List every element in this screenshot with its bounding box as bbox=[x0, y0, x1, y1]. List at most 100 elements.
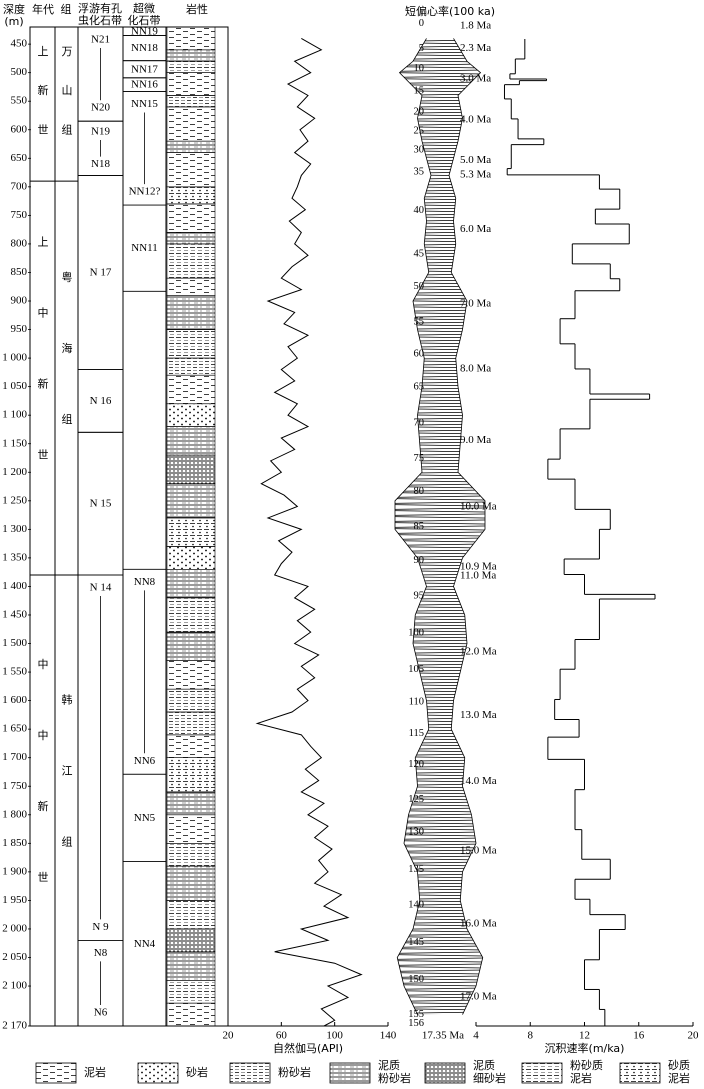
zone-label: 韩江组 bbox=[60, 693, 73, 907]
header: 深度 bbox=[3, 2, 25, 16]
lithology-layer bbox=[166, 26, 216, 51]
axis-label: 17.35 Ma bbox=[422, 1030, 464, 1042]
age-label: 10.9 Ma bbox=[460, 561, 497, 573]
age-label: 6.0 Ma bbox=[460, 223, 491, 235]
age-label: 16.0 Ma bbox=[460, 917, 497, 929]
header: (m) bbox=[4, 15, 23, 28]
cycle-label: 45 bbox=[414, 249, 425, 260]
cycle-label: 85 bbox=[414, 521, 425, 532]
zone-label: 上中新世 bbox=[36, 236, 49, 520]
lithology-layer bbox=[166, 734, 216, 758]
zone-label: N 14 bbox=[90, 582, 112, 594]
zone-label: N 9 bbox=[92, 921, 109, 933]
cycle-label: 156 bbox=[408, 1018, 424, 1029]
y-tick-label: 2 000 bbox=[2, 922, 27, 934]
cycle-label: 115 bbox=[409, 728, 424, 739]
legend-swatch bbox=[424, 1062, 466, 1084]
cycle-label: 150 bbox=[408, 974, 424, 985]
x-tick-label: 16 bbox=[633, 1030, 645, 1042]
lithology-layer bbox=[166, 49, 216, 62]
legend-swatch bbox=[35, 1062, 77, 1084]
x-axis-label: 自然伽马(API) bbox=[273, 1041, 343, 1055]
cycle-label: 90 bbox=[414, 555, 425, 566]
age-label: 8.0 Ma bbox=[460, 362, 491, 374]
legend-label: 粉砂岩 bbox=[378, 1071, 411, 1085]
legend-swatch bbox=[521, 1062, 563, 1084]
x-tick-label: 60 bbox=[276, 1030, 288, 1042]
age-label: 9.0 Ma bbox=[460, 434, 491, 446]
x-tick-label: 100 bbox=[326, 1030, 343, 1042]
cycle-label: 110 bbox=[409, 697, 424, 708]
zone-label: N19 bbox=[91, 126, 110, 138]
legend-swatch bbox=[619, 1062, 661, 1084]
y-tick-label: 1 450 bbox=[2, 609, 27, 621]
cycle-label: 105 bbox=[408, 664, 424, 675]
y-tick-label: 1 400 bbox=[2, 580, 27, 592]
y-tick-label: 1 150 bbox=[2, 437, 27, 449]
y-tick-label: 2 170 bbox=[2, 1020, 27, 1032]
header: 化石带 bbox=[128, 13, 161, 27]
zone-label: N8 bbox=[94, 947, 108, 959]
zone-label: N 15 bbox=[90, 498, 112, 510]
y-tick-label: 1 200 bbox=[2, 466, 27, 478]
age-label: 14.0 Ma bbox=[460, 775, 497, 787]
legend-label: 泥岩 bbox=[570, 1071, 592, 1085]
lithology-layer bbox=[166, 140, 216, 153]
zone-label: 中中新世 bbox=[36, 658, 49, 942]
cycle-label: 155 bbox=[408, 1009, 424, 1020]
zone-label: NN15 bbox=[131, 98, 158, 110]
lithology-layer bbox=[166, 403, 216, 427]
y-tick-label: 550 bbox=[11, 95, 28, 107]
zone-label: NN6 bbox=[134, 755, 156, 767]
cycle-label: 60 bbox=[414, 349, 425, 360]
age-label: 10.0 Ma bbox=[460, 501, 497, 513]
y-tick-label: 850 bbox=[11, 266, 28, 278]
lithology-layer bbox=[166, 203, 216, 233]
lithology-layer bbox=[166, 329, 216, 359]
y-tick-label: 650 bbox=[11, 152, 28, 164]
lithology-layer bbox=[166, 814, 216, 844]
age-label: 1.8 Ma bbox=[460, 19, 491, 31]
legend-label: 砂岩 bbox=[186, 1065, 208, 1079]
age-label: 11.0 Ma bbox=[460, 570, 496, 582]
lithology-layer bbox=[166, 277, 216, 296]
cycle-label: 125 bbox=[408, 794, 424, 805]
cycle-label: 75 bbox=[414, 453, 425, 464]
zone-label: N20 bbox=[91, 102, 110, 114]
headers: 深度 (m) 年代 组 浮游有孔 虫化石带 超微 化石带 岩性 短偏心率(100… bbox=[3, 1, 495, 28]
lithology-layer bbox=[166, 631, 216, 661]
lithology-layer bbox=[166, 1002, 216, 1027]
y-tick-label: 950 bbox=[11, 323, 28, 335]
gamma-curve bbox=[255, 37, 363, 1027]
cycle-label: 20 bbox=[414, 106, 425, 117]
y-tick-label: 1 900 bbox=[2, 865, 27, 877]
legend-label: 泥岩 bbox=[84, 1065, 106, 1079]
lithology-layer bbox=[166, 951, 216, 981]
zone-label: NN11 bbox=[131, 242, 157, 254]
lithology-layer bbox=[166, 186, 216, 205]
age-label: 15.0 Ma bbox=[460, 844, 497, 856]
zone-label: NN5 bbox=[134, 812, 156, 824]
y-tick-label: 1 550 bbox=[2, 666, 27, 678]
cycle-label: 50 bbox=[414, 281, 425, 292]
y-tick-label: 2 050 bbox=[2, 951, 27, 963]
y-tick-label: 1 700 bbox=[2, 751, 27, 763]
y-tick-label: 450 bbox=[11, 38, 28, 50]
y-tick-label: 500 bbox=[11, 66, 28, 78]
y-tick-label: 1 250 bbox=[2, 494, 27, 506]
lithology-layer bbox=[166, 60, 216, 73]
zone-label: 上新世 bbox=[36, 45, 49, 163]
cycle-label: 95 bbox=[414, 591, 425, 602]
lithology-layer bbox=[166, 152, 216, 188]
y-tick-label: 1 100 bbox=[2, 409, 27, 421]
zone-label: 万山组 bbox=[60, 45, 73, 163]
cycle-label: 135 bbox=[408, 864, 424, 875]
header: 岩性 bbox=[186, 2, 208, 16]
header: 浮游有孔 bbox=[78, 1, 122, 15]
legend-label: 泥质 bbox=[378, 1059, 400, 1072]
y-tick-label: 800 bbox=[11, 237, 28, 249]
cycle-label: 30 bbox=[414, 145, 425, 156]
y-tick-label: 700 bbox=[11, 180, 28, 192]
y-tick-label: 600 bbox=[11, 123, 28, 135]
